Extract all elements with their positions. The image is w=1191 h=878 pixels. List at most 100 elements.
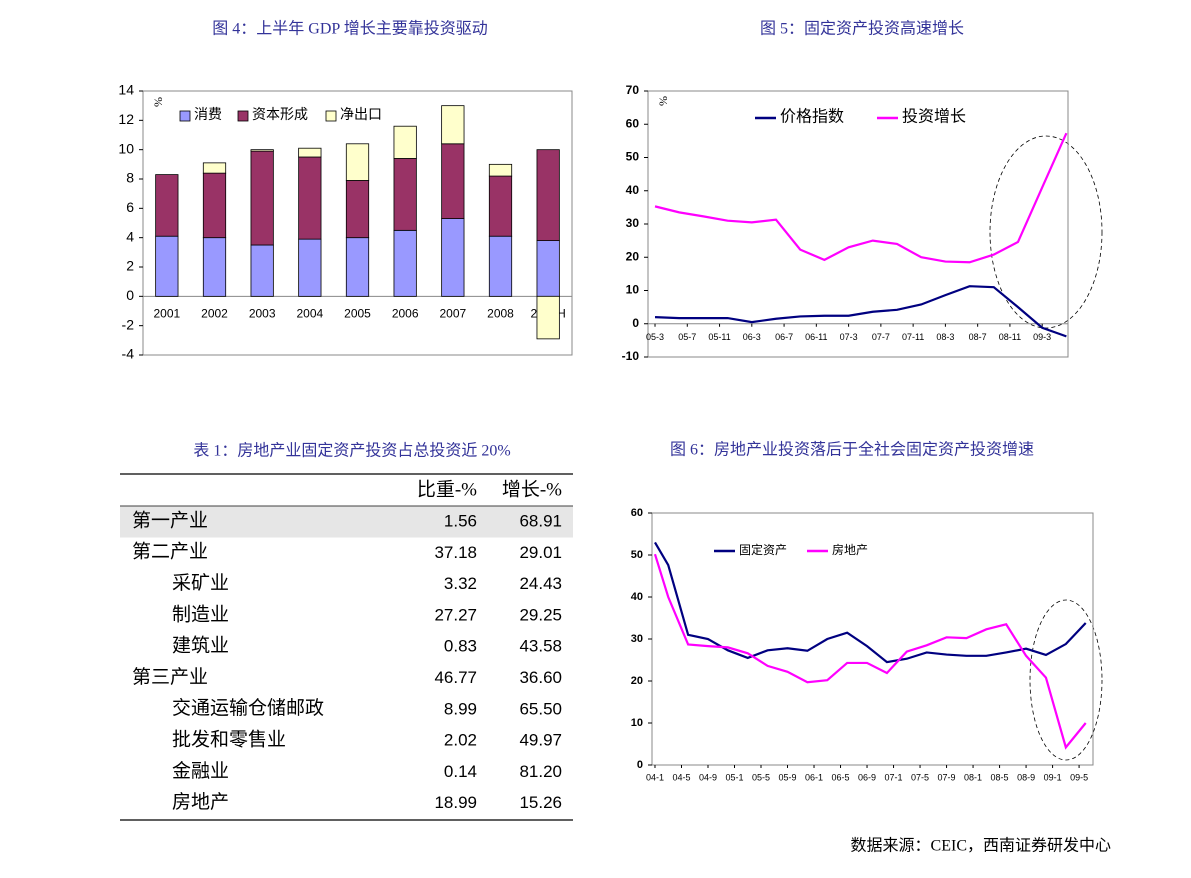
bar-segment <box>345 237 370 297</box>
legend-label: 房地产 <box>832 542 868 557</box>
table-cell: 15.26 <box>519 793 562 812</box>
table-cell: 8.99 <box>444 699 477 718</box>
table-cell: 46.77 <box>434 668 477 687</box>
bar-segment <box>298 156 322 240</box>
table-cell: 68.91 <box>519 511 562 530</box>
table-cell: 49.97 <box>519 731 562 750</box>
x-tick-label: 08-1 <box>964 772 982 782</box>
x-tick-label: 05-9 <box>779 772 797 782</box>
y-tick-label: -4 <box>122 346 135 362</box>
x-tick-label: 05-7 <box>678 332 696 342</box>
table-cell: 18.99 <box>434 793 477 812</box>
x-tick-label: 05-3 <box>646 332 664 342</box>
row-label: 第二产业 <box>132 541 208 563</box>
y-tick-label: 6 <box>126 199 134 215</box>
x-tick-label: 2005 <box>344 307 371 321</box>
chart-title: 图 4：上半年 GDP 增长主要靠投资驱动 <box>212 20 487 38</box>
line-series <box>654 285 1067 338</box>
bar-segment <box>536 295 560 340</box>
highlight-ellipse <box>1029 599 1103 761</box>
x-tick-label: 08-11 <box>999 332 1021 342</box>
bar-segment <box>393 158 417 231</box>
legend-label: 消费 <box>194 107 222 123</box>
bar-segment <box>488 163 513 177</box>
x-tick-label: 05-5 <box>752 772 770 782</box>
y-tick-label: 40 <box>626 183 640 197</box>
bar-segment <box>345 143 370 181</box>
row-label: 房地产 <box>172 791 229 813</box>
table-cell: 29.25 <box>519 605 562 624</box>
y-tick-label: 0 <box>637 759 643 771</box>
table-cell: 37.18 <box>434 543 477 562</box>
x-tick-label: 04-9 <box>699 772 717 782</box>
legend-label: 净出口 <box>340 107 382 123</box>
legend-label: 价格指数 <box>780 108 844 126</box>
y-tick-label: 0 <box>126 287 134 303</box>
bar-segment <box>298 147 322 158</box>
bar-segment <box>441 105 465 145</box>
y-axis-label: % <box>656 96 670 106</box>
legend-swatch <box>325 110 337 122</box>
y-tick-label: 10 <box>631 717 643 729</box>
y-tick-label: 14 <box>118 82 134 98</box>
bar-segment <box>250 150 274 246</box>
y-tick-label: 60 <box>631 507 643 519</box>
y-tick-label: 20 <box>626 249 640 263</box>
table-cell: 29.01 <box>519 543 562 562</box>
line-series <box>653 553 1087 750</box>
x-tick-label: 08-5 <box>991 772 1009 782</box>
y-tick-label: -10 <box>622 349 640 363</box>
table-title: 表 1：房地产业固定资产投资占总投资近 20% <box>193 442 510 460</box>
x-tick-label: 06-1 <box>805 772 823 782</box>
plot-frame <box>142 90 573 356</box>
row-label: 交通运输仓储邮政 <box>172 697 324 719</box>
row-label: 第一产业 <box>132 509 208 531</box>
x-tick-label: 06-9 <box>858 772 876 782</box>
table-header: 比重-% <box>417 478 477 500</box>
table-cell: 43.58 <box>519 637 562 656</box>
bar-segment <box>488 175 513 237</box>
x-tick-label: 06-7 <box>775 332 793 342</box>
x-tick-label: 09-5 <box>1070 772 1088 782</box>
bar-segment <box>250 149 274 152</box>
y-tick-label: 30 <box>626 216 640 230</box>
row-label: 采矿业 <box>172 572 229 594</box>
bar-segment <box>536 149 560 242</box>
row-label: 批发和零售业 <box>172 728 286 750</box>
y-tick-label: 40 <box>631 591 643 603</box>
x-tick-label: 06-3 <box>743 332 761 342</box>
x-tick-label: 06-5 <box>832 772 850 782</box>
x-tick-label: 2003 <box>249 307 276 321</box>
x-tick-label: 05-1 <box>725 772 743 782</box>
table-cell: 36.60 <box>519 668 562 687</box>
y-tick-label: 70 <box>626 83 640 97</box>
row-label: 金融业 <box>172 760 229 782</box>
source-note: 数据来源：CEIC，西南证券研发中心 <box>851 837 1111 855</box>
table-header: 增长-% <box>502 478 562 500</box>
table-cell: 2.02 <box>444 731 477 750</box>
table-cell: 81.20 <box>519 762 562 781</box>
x-tick-label: 09-1 <box>1044 772 1062 782</box>
x-tick-label: 08-7 <box>969 332 987 342</box>
y-tick-label: 4 <box>126 228 134 244</box>
x-tick-label: 2002 <box>201 307 228 321</box>
line-series <box>654 541 1087 664</box>
bar-segment <box>155 174 179 237</box>
legend-swatch <box>179 110 191 122</box>
table-cell: 0.83 <box>444 637 477 656</box>
x-tick-label: 04-5 <box>672 772 690 782</box>
x-tick-label: 07-7 <box>872 332 890 342</box>
table-cell: 0.14 <box>444 762 477 781</box>
x-tick-label: 2007 <box>439 307 466 321</box>
table-cell: 24.43 <box>519 574 562 593</box>
y-tick-label: 20 <box>631 675 643 687</box>
x-tick-label: 07-11 <box>902 332 924 342</box>
x-tick-label: 05-11 <box>708 332 730 342</box>
x-tick-label: 07-3 <box>840 332 858 342</box>
y-tick-label: 10 <box>118 140 134 156</box>
row-label: 建筑业 <box>172 635 229 657</box>
x-tick-label: 2008 <box>487 307 514 321</box>
bar-segment <box>202 162 227 174</box>
bar-segment <box>250 244 274 297</box>
x-tick-label: 2006 <box>392 307 419 321</box>
